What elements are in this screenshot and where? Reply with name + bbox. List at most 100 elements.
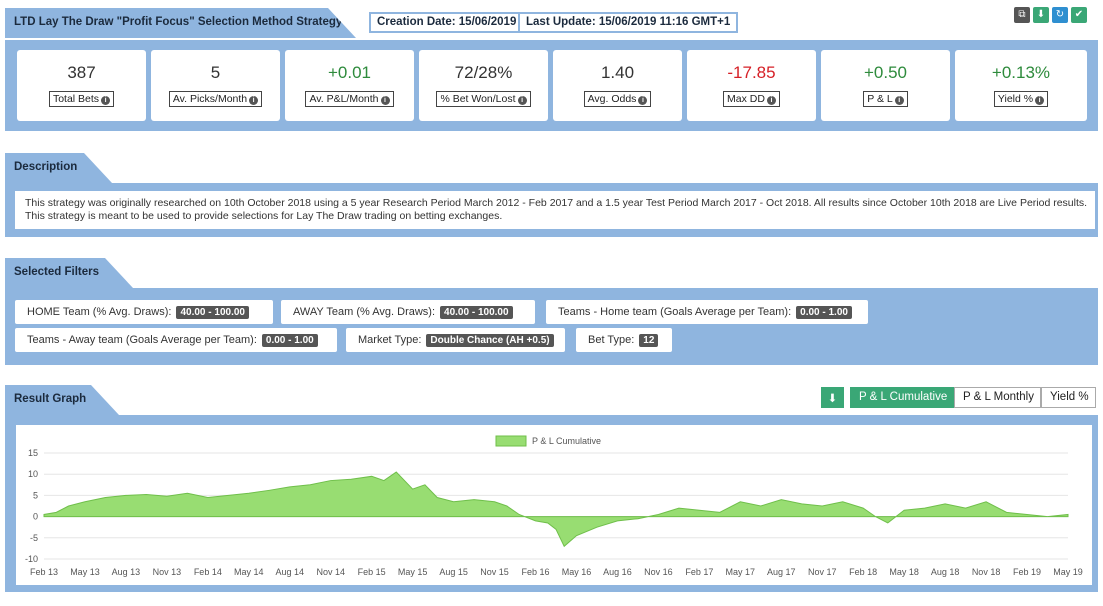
filter-value: 0.00 - 1.00: [796, 306, 852, 319]
filter-away-draws: AWAY Team (% Avg. Draws): 40.00 - 100.00: [281, 300, 535, 324]
x-tick-label: Feb 15: [358, 567, 386, 577]
x-tick-label: Feb 13: [30, 567, 58, 577]
x-tick-label: May 15: [398, 567, 428, 577]
info-icon[interactable]: i: [101, 96, 111, 105]
x-tick-label: Nov 14: [316, 567, 345, 577]
info-icon[interactable]: i: [1035, 96, 1045, 105]
x-tick-label: Feb 17: [685, 567, 713, 577]
y-tick-label: 5: [33, 490, 38, 500]
info-icon[interactable]: i: [380, 96, 390, 105]
filter-away-goals: Teams - Away team (Goals Average per Tea…: [15, 328, 337, 352]
y-tick-label: 10: [28, 469, 38, 479]
x-tick-label: Aug 13: [112, 567, 141, 577]
stat-value: 72/28%: [454, 63, 513, 82]
description-heading: Description: [5, 153, 112, 183]
stat-label: Av. Picks/Month i: [168, 91, 263, 107]
x-tick-label: May 14: [234, 567, 264, 577]
x-tick-label: May 18: [889, 567, 919, 577]
tab-pl-cumulative[interactable]: P & L Cumulative: [850, 387, 954, 408]
x-tick-label: May 16: [562, 567, 592, 577]
y-tick-label: -5: [30, 533, 38, 543]
stat-label: Avg. Odds i: [583, 91, 652, 107]
stat-total-bets: 387 Total Bets i: [17, 50, 146, 121]
stat-label: Max DD i: [723, 91, 780, 107]
x-tick-label: Nov 15: [480, 567, 509, 577]
filter-bet-type: Bet Type: 12: [576, 328, 672, 352]
stat-value: -17.85: [727, 63, 776, 82]
stat-bet-won-lost: 72/28% % Bet Won/Lost i: [419, 50, 548, 121]
x-tick-label: Feb 19: [1013, 567, 1041, 577]
stat-avg-odds: 1.40 Avg. Odds i: [553, 50, 682, 121]
description-text: This strategy was originally researched …: [15, 191, 1095, 229]
tab-pl-monthly[interactable]: P & L Monthly: [954, 387, 1041, 408]
stat-label: % Bet Won/Lost i: [436, 91, 531, 107]
stat-av-pl-month: +0.01 Av. P&L/Month i: [285, 50, 414, 121]
info-icon[interactable]: i: [894, 96, 904, 105]
stats-panel: 387 Total Bets i 5 Av. Picks/Month i +0.01…: [5, 40, 1098, 131]
filter-home-goals: Teams - Home team (Goals Average per Tea…: [546, 300, 868, 324]
x-tick-label: Feb 14: [194, 567, 222, 577]
stat-value: +0.01: [327, 63, 371, 82]
refresh-icon[interactable]: ↻: [1052, 7, 1068, 23]
stat-max-dd: -17.85 Max DD i: [687, 50, 816, 121]
filters-panel: HOME Team (% Avg. Draws): 40.00 - 100.00 …: [5, 288, 1098, 365]
chart-area: -10 -5 0 5 10 15 Feb 13 May 13 Aug 13 Nov 13 Feb 1…: [16, 425, 1092, 585]
x-tick-label: Aug 15: [439, 567, 468, 577]
x-tick-label: May 19: [1053, 567, 1083, 577]
stat-label: Yield % i: [993, 91, 1049, 107]
stat-value: 387: [67, 63, 96, 82]
x-tick-label: May 17: [726, 567, 756, 577]
stat-value: 1.40: [600, 63, 635, 82]
x-tick-label: Nov 13: [153, 567, 182, 577]
download-icon: ⬇: [827, 393, 838, 405]
filter-value: 12: [639, 334, 659, 347]
info-icon[interactable]: i: [638, 96, 648, 105]
stat-av-picks-month: 5 Av. Picks/Month i: [151, 50, 280, 121]
copy-icon[interactable]: ⧉: [1014, 7, 1030, 23]
y-tick-label: -10: [25, 554, 38, 564]
graph-download-button[interactable]: ⬇: [821, 387, 844, 408]
y-tick-label: 0: [33, 512, 38, 522]
area-series: [43, 471, 1069, 548]
download-icon[interactable]: ⬇: [1033, 7, 1049, 23]
x-tick-label: Feb 16: [522, 567, 550, 577]
stat-yield: +0.13% Yield % i: [955, 50, 1087, 121]
stat-value: +0.50: [863, 63, 907, 82]
filter-value: 40.00 - 100.00: [440, 306, 513, 319]
stat-label: Av. P&L/Month i: [305, 91, 394, 107]
stat-value: +0.13%: [991, 63, 1051, 82]
x-tick-label: Nov 17: [808, 567, 837, 577]
description-panel: This strategy was originally researched …: [5, 183, 1098, 237]
stat-value: 5: [210, 63, 221, 82]
last-update: Last Update: 15/06/2019 11:16 GMT+1: [518, 12, 739, 33]
filter-value: 40.00 - 100.00: [176, 306, 249, 319]
creation-date: Creation Date: 15/06/2019: [369, 12, 525, 33]
x-tick-label: May 13: [70, 567, 100, 577]
tab-yield[interactable]: Yield %: [1041, 387, 1096, 408]
info-icon[interactable]: i: [517, 96, 527, 105]
legend-swatch: [495, 435, 527, 447]
x-tick-label: Nov 16: [644, 567, 673, 577]
x-tick-label: Feb 18: [849, 567, 877, 577]
x-tick-label: Aug 16: [603, 567, 632, 577]
filters-heading: Selected Filters: [5, 258, 133, 288]
filter-value: Double Chance (AH +0.5): [426, 334, 554, 347]
filter-market-type: Market Type: Double Chance (AH +0.5): [346, 328, 565, 352]
pl-cumulative-chart: -10 -5 0 5 10 15 Feb 13 May 13 Aug 13 Nov 13 Feb 1…: [25, 435, 1083, 577]
x-tick-label: Nov 18: [972, 567, 1001, 577]
filter-home-draws: HOME Team (% Avg. Draws): 40.00 - 100.00: [15, 300, 273, 324]
x-tick-label: Aug 18: [931, 567, 960, 577]
filter-value: 0.00 - 1.00: [261, 334, 318, 347]
legend-label: P & L Cumulative: [532, 436, 601, 446]
result-graph-heading: Result Graph: [5, 385, 119, 415]
follow-check-icon[interactable]: ✔: [1071, 7, 1087, 23]
strategy-title: LTD Lay The Draw "Profit Focus" Selectio…: [5, 8, 356, 38]
stat-label: Total Bets i: [48, 91, 115, 107]
info-icon[interactable]: i: [249, 96, 259, 105]
x-tick-label: Aug 17: [767, 567, 796, 577]
y-tick-label: 15: [28, 448, 38, 458]
info-icon[interactable]: i: [766, 96, 776, 105]
x-tick-label: Aug 14: [275, 567, 304, 577]
